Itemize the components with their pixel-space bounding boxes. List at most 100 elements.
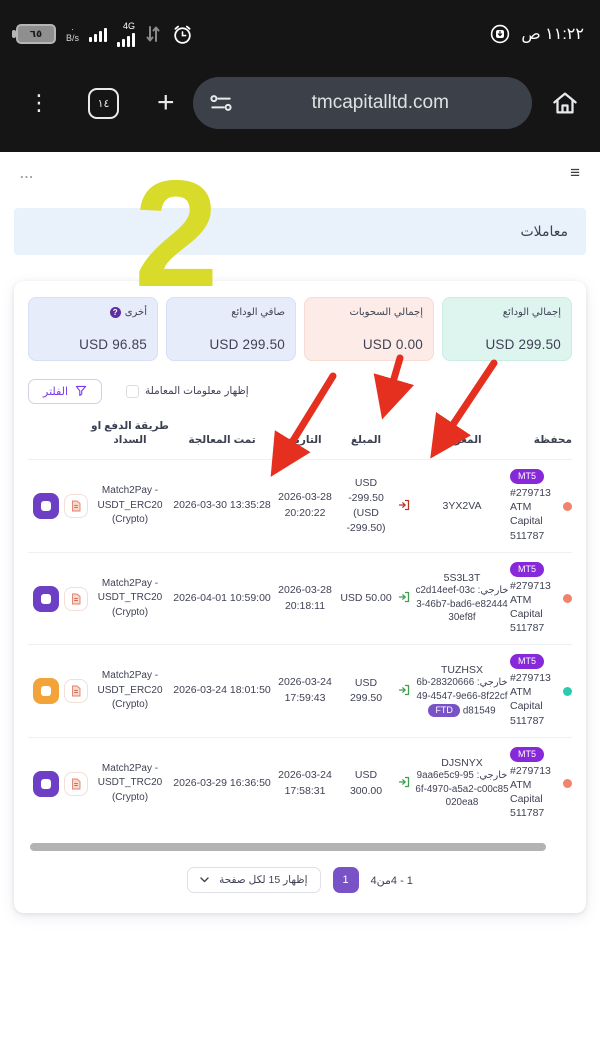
payment-method-cell: Match2Pay - USDT_ERC20 (Crypto) [97,670,163,711]
show-info-checkbox[interactable] [126,384,140,398]
amount-cell: USD 299.50 [349,676,383,705]
table-header: محفظة المعرف المبلغ التاريخ تمت المعالجة… [28,419,572,459]
filter-button[interactable]: الفلتر [28,378,103,404]
clock-time: ١١:٢٢ ص [521,26,584,43]
header-date: التاريخ [288,434,322,447]
direction-icon [398,591,410,603]
amount-cell: USD 50.00 [340,591,392,604]
per-page-label: إظهار 15 لكل صفحة [219,874,308,887]
identifier-code: 3YX2VA [442,500,482,513]
note-button[interactable] [33,493,59,520]
summary-card: أخرى ? USD 96.85 [28,297,158,361]
tab-switcher-button[interactable]: ١٤ [88,87,119,119]
platform-badge: MT5 [510,469,544,485]
date-cell: 2026-03-28 20:20:22 [278,491,332,520]
home-button[interactable] [550,88,580,118]
receipt-icon [72,778,81,789]
table-row: MT5 #279713 ATM Capital 511787 5S3L3T خا… [28,551,572,644]
new-tab-button[interactable]: + [157,86,175,119]
summary-card-label: إجمالي الودائع [502,307,561,318]
summary-card-label: إجمالي السحوبات [349,307,423,318]
note-button[interactable] [33,585,59,612]
payment-method-cell: Match2Pay - USDT_TRC20 (Crypto) [97,577,163,618]
hamburger-menu-button[interactable]: ≡ [570,163,580,182]
help-icon[interactable]: ? [109,307,121,318]
show-info-toggle[interactable]: إظهار معلومات المعاملة [126,384,249,398]
amount-cell: USD -299.50 (USD -299.50) [346,476,386,535]
direction-icon [398,684,410,696]
table-row: MT5 #279713 ATM Capital 511787 DJSNYX خا… [28,736,572,829]
receipt-button[interactable] [64,586,88,611]
data-transfer-arrows-icon [146,26,160,42]
header-identifier: المعرف [442,434,482,447]
date-cell: 2026-03-24 17:58:31 [278,768,332,797]
summary-cards: إجمالي الودائع USD 299.50 إجمالي السحوبا… [28,297,572,361]
pagination-range: 1 - 4من4 [370,874,413,887]
summary-card-label: صافي الودائع [231,307,285,318]
payment-method-cell: Match2Pay - USDT_ERC20 (Crypto) [97,485,163,526]
alarm-clock-icon [174,25,191,44]
processed-cell: 2026-03-24 18:01:50 [173,684,271,697]
note-button[interactable] [33,770,59,797]
wallet-cell: MT5 #279713 ATM Capital 511787 [510,561,572,635]
per-page-select[interactable]: إظهار 15 لكل صفحة [187,867,321,894]
status-dot [563,686,572,696]
summary-card-value: USD 299.50 [209,337,285,352]
wallet-account: #279713 ATM Capital 511787 [510,487,551,542]
summary-card-value: USD 96.85 [79,337,147,352]
show-info-label: إظهار معلومات المعاملة [145,385,249,397]
browser-menu-button[interactable]: ⋮ [28,90,50,115]
note-button[interactable] [33,678,59,705]
status-dot [563,779,572,789]
receipt-button[interactable] [64,494,88,519]
network-type: 4G [123,20,136,31]
header-processed: تمت المعالجة [188,434,256,447]
identifier-code: 5S3L3T [443,572,481,585]
header-wallet: محفظة [533,434,572,447]
current-page-button[interactable]: 1 [332,867,359,894]
horizontal-scrollbar[interactable] [30,843,546,852]
page-more-button[interactable]: ... [20,165,34,181]
note-icon [41,501,51,512]
battery-icon: ٦٥ [12,24,56,44]
page-content: ... ≡ معاملات إجمالي الودائع USD 299.50 … [0,152,600,914]
wallet-cell: MT5 #279713 ATM Capital 511787 [510,654,572,727]
payment-method-cell: Match2Pay - USDT_TRC20 (Crypto) [97,762,163,803]
receipt-button[interactable] [64,771,88,796]
wallet-account: #279713 ATM Capital 511787 [510,579,551,635]
tab-count: ١٤ [97,97,110,110]
date-cell: 2026-03-28 20:18:11 [278,583,332,612]
filter-row: إظهار معلومات المعاملة الفلتر [28,377,572,405]
receipt-icon [72,685,81,697]
platform-badge: MT5 [510,746,544,762]
receipt-icon [72,500,81,512]
table-body: MT5 #279713 ATM Capital 511787 3YX2VA US… [28,459,572,829]
summary-card: إجمالي السحوبات USD 0.00 [304,297,434,361]
external-id: خارجي: 28320666-6b49-4547-9e66-8f22cfd81… [416,677,508,717]
summary-card-value: USD 299.50 [485,337,561,352]
wallet-account: #279713 ATM Capital 511787 [510,672,551,727]
identifier-cell: 5S3L3T خارجي: c2d14eef-03c3-46b7-bad6-e8… [410,572,510,625]
summary-card: إجمالي الودائع USD 299.50 [442,297,572,361]
identifier-cell: TUZHSX خارجي: 28320666-6b49-4547-9e66-8f… [410,664,510,718]
platform-badge: MT5 [510,561,544,577]
identifier-cell: 3YX2VA [410,500,510,512]
receipt-button[interactable] [64,679,88,704]
site-info-icon[interactable] [209,94,233,112]
identifier-code: TUZHSX [441,664,483,677]
direction-icon [398,776,410,788]
funnel-icon [75,385,87,396]
processed-cell: 2026-03-30 13:35:28 [173,499,271,512]
wallet-cell: MT5 #279713 ATM Capital 511787 [510,469,572,542]
actions-cell [32,493,88,520]
wallet-cell: MT5 #279713 ATM Capital 511787 [510,746,572,820]
browser-toolbar: ⋮ ١٤ + tmcapitalltd.com [0,60,600,152]
identifier-code: DJSNYX [441,756,483,769]
url-bar[interactable]: tmcapitalltd.com [192,77,532,129]
note-icon [41,778,51,789]
identifier-cell: DJSNYX خارجي: 9aa6e5c9-956f-4970-a5a2-c0… [410,757,510,810]
table-row: MT5 #279713 ATM Capital 511787 TUZHSX خا… [28,644,572,736]
page-title: معاملات [520,223,568,239]
actions-cell [32,770,88,797]
screen-record-icon [491,24,510,44]
